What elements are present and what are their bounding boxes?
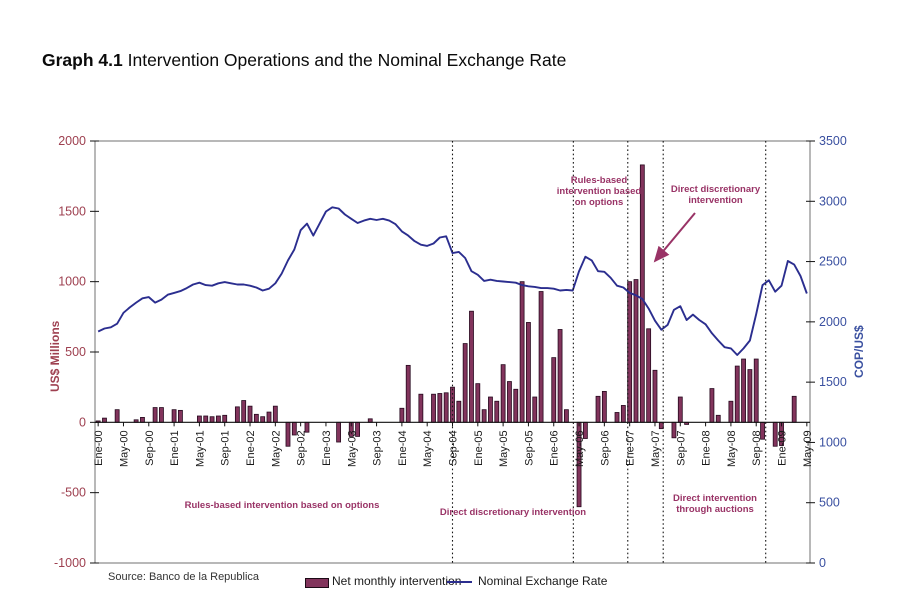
- left-axis-ticks: 2000 1500 1000 500 0 -500 -1000: [54, 134, 99, 570]
- svg-text:1500: 1500: [819, 375, 847, 389]
- intervention-bars: [95, 164, 797, 508]
- svg-text:May-08: May-08: [726, 430, 738, 467]
- svg-text:-1000: -1000: [54, 556, 86, 570]
- title-prefix: Graph 4.1: [42, 50, 123, 70]
- source-note: Source: Banco de la Republica: [108, 571, 260, 583]
- legend: Net monthly intervention Nominal Exchang…: [0, 572, 910, 594]
- svg-text:Sep-08: Sep-08: [751, 430, 763, 465]
- annotation-direct-discretionary-top: Direct discretionary intervention: [670, 184, 761, 207]
- svg-text:Ene-02: Ene-02: [245, 430, 257, 465]
- annotation-direct-discretionary-bottom: Direct discretionary intervention: [439, 507, 587, 518]
- right-axis-ticks: 3500 3000 2500 2000 1500 1000 500 0: [806, 134, 847, 570]
- annotation-direct-auctions: Direct intervention through auctions: [673, 493, 757, 516]
- annotation-rules-based-options-top: Rules-based intervention based on option…: [556, 175, 642, 209]
- legend-line-swatch: [447, 581, 472, 583]
- svg-text:0: 0: [819, 556, 826, 570]
- x-axis-ticks: Ene-00 May-00 Sep-00 Ene-01 May-01 Sep-01 Ene-…: [93, 422, 814, 467]
- svg-text:May-04: May-04: [422, 430, 434, 467]
- exchange-rate-line: [97, 206, 808, 356]
- svg-text:Sep-05: Sep-05: [523, 430, 535, 465]
- svg-text:Sep-01: Sep-01: [220, 430, 232, 465]
- svg-text:May-05: May-05: [498, 430, 510, 467]
- svg-text:Ene-05: Ene-05: [473, 430, 485, 465]
- svg-text:Ene-00: Ene-00: [93, 430, 105, 465]
- plot-area: 2000 1500 1000 500 0 -500 -1000 3500 3000 2500 200…: [54, 134, 847, 570]
- svg-text:Ene-03: Ene-03: [321, 430, 333, 465]
- svg-text:500: 500: [819, 496, 840, 510]
- svg-text:3500: 3500: [819, 134, 847, 148]
- svg-text:2000: 2000: [58, 134, 86, 148]
- regime-boundary-dotted-lines: [451, 141, 767, 563]
- svg-text:May-03: May-03: [346, 430, 358, 467]
- svg-text:0: 0: [79, 415, 86, 429]
- svg-text:May-07: May-07: [650, 430, 662, 467]
- svg-text:-500: -500: [61, 486, 86, 500]
- svg-text:2000: 2000: [819, 315, 847, 329]
- page-title: Graph 4.1 Intervention Operations and th…: [42, 50, 566, 71]
- svg-text:Ene-01: Ene-01: [169, 430, 181, 465]
- title-text: Intervention Operations and the Nominal …: [127, 50, 567, 70]
- svg-text:May-02: May-02: [270, 430, 282, 467]
- left-axis-title: US$ Millions: [48, 320, 62, 392]
- legend-bar-swatch: [305, 578, 329, 588]
- svg-text:Ene-09: Ene-09: [777, 430, 789, 465]
- svg-text:May-06: May-06: [574, 430, 586, 467]
- svg-text:May-01: May-01: [194, 430, 206, 467]
- svg-text:Ene-08: Ene-08: [701, 430, 713, 465]
- right-axis-title: COP/US$: [852, 325, 866, 378]
- svg-text:May-00: May-00: [118, 430, 130, 467]
- svg-text:Ene-06: Ene-06: [549, 430, 561, 465]
- svg-text:1000: 1000: [58, 275, 86, 289]
- svg-text:Sep-07: Sep-07: [675, 430, 687, 465]
- svg-text:Ene-07: Ene-07: [625, 430, 637, 465]
- svg-text:1500: 1500: [58, 204, 86, 218]
- legend-line-label: Nominal Exchange Rate: [478, 574, 608, 588]
- svg-text:Sep-04: Sep-04: [448, 430, 460, 465]
- svg-text:Sep-06: Sep-06: [599, 430, 611, 465]
- annotation-rules-based-options-bottom: Rules-based intervention based on option…: [184, 500, 380, 511]
- svg-text:Sep-02: Sep-02: [296, 430, 308, 465]
- svg-text:Sep-03: Sep-03: [372, 430, 384, 465]
- svg-text:May-09: May-09: [802, 430, 814, 467]
- legend-bar-label: Net monthly intervention: [332, 574, 462, 588]
- svg-text:3000: 3000: [819, 194, 847, 208]
- svg-text:500: 500: [65, 345, 86, 359]
- svg-text:Sep-00: Sep-00: [144, 430, 156, 465]
- annotation-arrow: [653, 212, 696, 263]
- svg-text:2500: 2500: [819, 255, 847, 269]
- svg-text:Ene-04: Ene-04: [397, 430, 409, 465]
- svg-text:1000: 1000: [819, 435, 847, 449]
